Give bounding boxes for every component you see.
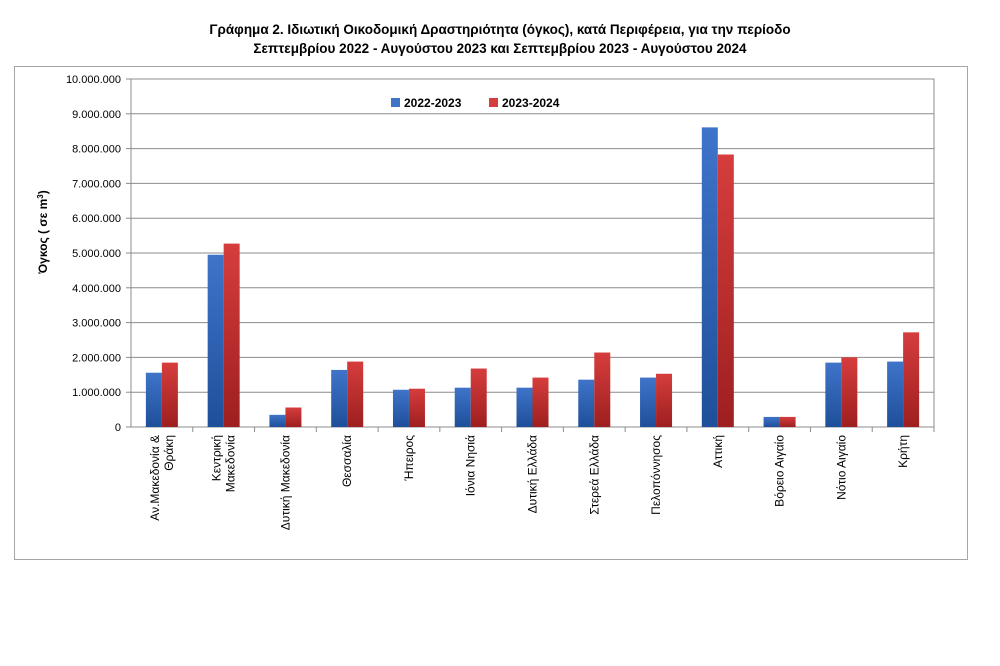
bar-2023-2024 (470, 368, 487, 427)
y-tick-label: 8.000.000 (72, 144, 121, 156)
bar-2022-2023 (763, 416, 780, 427)
bar-2023-2024 (594, 352, 611, 427)
bar-2022-2023 (640, 377, 657, 427)
bar-2022-2023 (145, 372, 162, 427)
bar-2022-2023 (825, 362, 842, 427)
y-tick-label: 3.000.000 (72, 318, 121, 330)
bar-2022-2023 (392, 389, 409, 427)
y-tick-label: 7.000.000 (72, 178, 121, 190)
bar-2023-2024 (408, 388, 425, 427)
bar-2023-2024 (841, 357, 858, 427)
y-axis-label-superscript: 3 (36, 194, 45, 199)
bar-2023-2024 (656, 373, 673, 427)
y-tick-label: 6.000.000 (72, 213, 121, 225)
y-tick-label: 2.000.000 (72, 352, 121, 364)
legend-swatch (391, 98, 400, 107)
bar-2022-2023 (701, 127, 718, 427)
bar-2023-2024 (779, 416, 796, 427)
y-tick-label: 9.000.000 (72, 109, 121, 121)
bar-2022-2023 (269, 414, 286, 427)
x-category-label: Θεσσαλία (340, 435, 354, 487)
legend-label: 2022-2023 (404, 96, 462, 110)
bar-2022-2023 (454, 387, 471, 427)
y-tick-label: 0 (115, 422, 121, 434)
y-axis-label: Όγκος ( σε m3) (36, 190, 50, 274)
bar-2023-2024 (717, 154, 734, 428)
x-category-label: Αττική (711, 435, 725, 468)
y-tick-label: 4.000.000 (72, 283, 121, 295)
chart-title: Γράφημα 2. Ιδιωτική Οικοδομική Δραστηριό… (0, 20, 1000, 58)
bar-2022-2023 (207, 254, 224, 427)
bar-2023-2024 (285, 407, 302, 427)
bar-2023-2024 (223, 243, 240, 427)
x-category-label: Θράκη (162, 435, 176, 471)
bar-2023-2024 (347, 361, 364, 427)
y-axis-label-main: Όγκος ( σε m (36, 199, 50, 275)
x-category-label: Δυτική Μακεδονία (278, 435, 292, 530)
x-category-label: Αν.Μακεδονία & (148, 435, 162, 521)
x-category-label: Ήπειρος (402, 435, 416, 482)
y-tick-label: 5.000.000 (72, 248, 121, 260)
x-category-label: Ιόνια Νησιά (464, 435, 478, 496)
x-category-label: Πελοπόννησος (649, 435, 663, 515)
bar-2023-2024 (532, 377, 549, 427)
x-category-label: Δυτική Ελλάδα (526, 435, 540, 513)
y-tick-label: 10.000.000 (66, 74, 121, 86)
x-category-label: Βόρειο Αιγαίο (773, 435, 787, 507)
y-axis-label-close: ) (36, 190, 50, 194)
bar-2022-2023 (578, 379, 595, 427)
x-category-label: Κεντρική (210, 435, 224, 481)
chart-title-line-2: Σεπτεμβρίου 2022 - Αυγούστου 2023 και Σε… (253, 41, 747, 56)
legend-swatch (489, 98, 498, 107)
bar-2023-2024 (903, 332, 920, 427)
chart-title-line-1: Γράφημα 2. Ιδιωτική Οικοδομική Δραστηριό… (209, 22, 791, 37)
x-category-label: Στερεά Ελλάδα (587, 435, 601, 515)
bar-2022-2023 (516, 387, 533, 427)
x-category-label: Κρήτη (896, 435, 910, 468)
x-category-label: Νότιο Αιγαίο (834, 435, 848, 500)
y-tick-label: 1.000.000 (72, 387, 121, 399)
bar-2023-2024 (161, 362, 178, 427)
legend-label: 2023-2024 (502, 96, 560, 110)
bar-2022-2023 (331, 369, 348, 427)
x-category-label: Μακεδονία (224, 435, 238, 492)
bar-2022-2023 (887, 361, 904, 427)
